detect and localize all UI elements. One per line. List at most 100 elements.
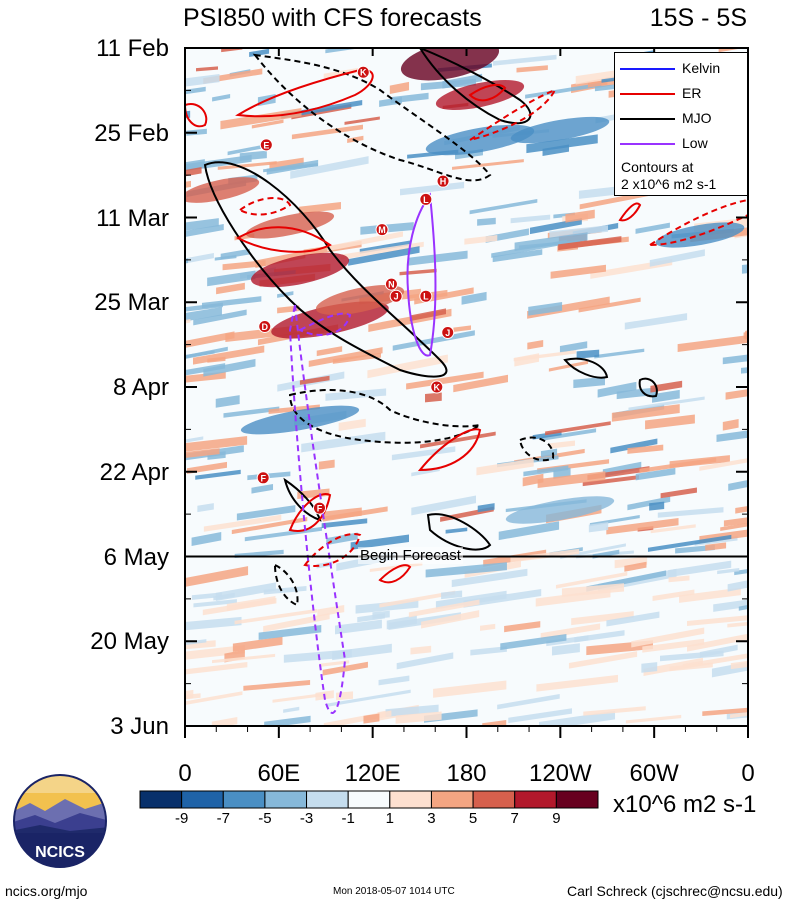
colorbar-tick-label: -9 [174, 810, 189, 827]
ncics-logo: NCICS [13, 774, 107, 868]
legend-low: Low [615, 132, 747, 156]
colorbar-swatch [181, 790, 224, 809]
colorbar [139, 790, 599, 809]
er-contour [185, 103, 208, 128]
y-tick-label: 25 Mar [94, 289, 169, 317]
storm-marker-label: J [394, 292, 399, 302]
footer-url[interactable]: ncics.org/mjo [5, 883, 88, 899]
storm-marker-label: E [263, 140, 269, 150]
colorbar-tick-label: 7 [510, 810, 519, 827]
er-contour [303, 533, 362, 567]
er-contour [469, 88, 558, 141]
colorbar-units: x10^6 m2 s-1 [613, 791, 757, 818]
colorbar-swatch [514, 790, 557, 809]
legend: Kelvin ER MJO Low Contours at 2 x10^6 m2… [614, 52, 748, 196]
y-tick-label: 22 Apr [99, 458, 169, 486]
colorbar-tick-label: -3 [299, 810, 314, 827]
low-contour [288, 304, 347, 714]
axis-ticks [184, 47, 749, 738]
storm-marker: L [419, 289, 433, 303]
mjo-contour [203, 161, 448, 378]
colorbar-swatch [139, 790, 183, 809]
y-tick-label: 6 May [103, 543, 169, 571]
colorbar-tick-label: -7 [216, 810, 230, 827]
legend-contour-note: Contours at 2 x10^6 m2 s-1 [621, 159, 717, 192]
er-contour [417, 428, 482, 472]
x-tick-label: 60W [629, 760, 679, 787]
storm-marker: J [441, 326, 455, 340]
er-contour [238, 197, 292, 216]
storm-marker-label: M [378, 225, 386, 235]
y-tick-label: 11 Feb [96, 35, 169, 62]
colorbar-tick-label: 1 [385, 810, 394, 827]
storm-marker: J [389, 289, 403, 303]
colorbar-tick-label: 9 [552, 810, 561, 827]
filter-contours [185, 48, 748, 714]
y-tick-label: 20 May [90, 628, 169, 656]
storm-marker-label: K [434, 383, 441, 393]
colorbar-swatch [389, 790, 432, 809]
colorbar-swatch [264, 790, 308, 809]
storm-marker-label: J [445, 328, 450, 338]
footer-author: Carl Schreck (cjschrec@ncsu.edu) [567, 883, 783, 899]
x-tick-label: 0 [741, 760, 755, 787]
storm-marker: K [356, 65, 370, 79]
storm-marker-label: H [440, 177, 447, 187]
colorbar-tick-label: -1 [341, 810, 355, 827]
colorbar-swatch [306, 790, 349, 809]
er-contour [468, 83, 507, 102]
y-tick-label: 25 Feb [94, 119, 169, 147]
mjo-contour [638, 377, 658, 398]
logo-text: NCICS [35, 844, 85, 861]
colorbar-swatch [472, 790, 516, 809]
storm-marker: D [258, 319, 272, 333]
legend-kelvin: Kelvin [615, 57, 747, 81]
low-contour [297, 312, 352, 336]
colorbar-swatch [430, 790, 474, 809]
er-contour [235, 68, 374, 118]
region-label: 15S - 5S [649, 4, 747, 32]
legend-er: ER [615, 82, 747, 106]
storm-marker-label: L [423, 195, 429, 205]
x-tick-label: 60E [257, 760, 301, 787]
er-contour [378, 564, 412, 584]
storm-marker: L [419, 192, 433, 206]
y-tick-label: 3 Jun [110, 713, 169, 740]
storm-marker-label: N [388, 280, 395, 290]
colorbar-swatch [222, 790, 266, 809]
storm-marker: M [375, 223, 389, 237]
storm-marker: E [259, 138, 273, 152]
y-tick-label: 8 Apr [112, 374, 169, 401]
x-tick-label: 120E [344, 760, 401, 787]
colorbar-swatch [555, 790, 599, 809]
colorbar-tick-label: -5 [258, 810, 272, 827]
storm-marker: N [384, 277, 398, 291]
mjo-contour [418, 48, 532, 125]
storm-marker-label: F [260, 473, 266, 483]
storm-marker: F [256, 471, 270, 485]
storm-marker-label: K [360, 68, 367, 78]
mjo-contour [563, 357, 609, 379]
mjo-contour [252, 53, 492, 182]
begin-forecast-label: Begin Forecast [358, 547, 463, 564]
x-tick-label: 0 [178, 760, 192, 787]
storm-marker: F [312, 501, 326, 515]
storm-marker-label: F [317, 504, 323, 514]
mjo-contour [518, 436, 555, 462]
x-tick-label: 120W [528, 760, 592, 787]
chart-title: PSI850 with CFS forecasts [183, 4, 482, 32]
er-contour [618, 202, 642, 222]
low-contour [406, 192, 437, 357]
x-tick-label: 180 [446, 760, 487, 787]
storm-marker-label: D [262, 322, 269, 332]
mjo-contour [273, 563, 299, 607]
footer-date: Mon 2018-05-07 1014 UTC [333, 886, 455, 897]
colorbar-swatch [347, 790, 391, 809]
storm-marker: H [436, 174, 450, 188]
mjo-contour [426, 513, 492, 551]
er-contour [235, 226, 332, 253]
colorbar-tick-label: 5 [468, 810, 478, 827]
storm-marker-label: L [423, 292, 429, 302]
